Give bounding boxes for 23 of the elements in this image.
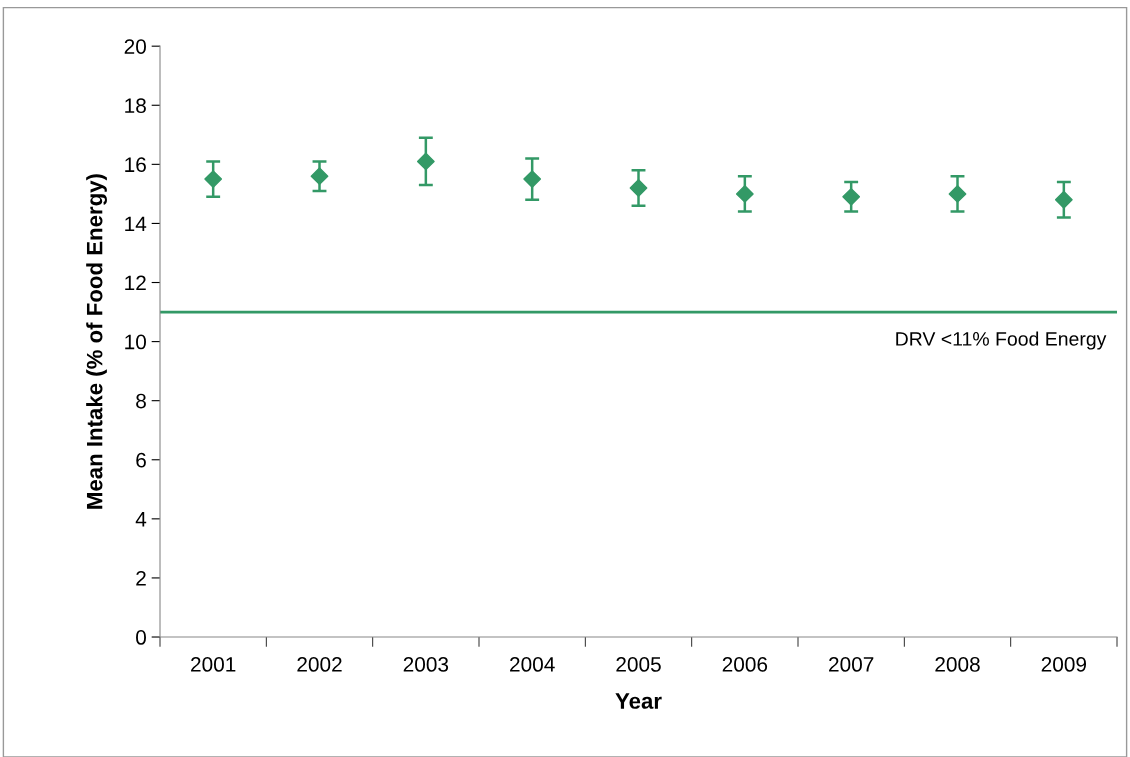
ref-line-label: DRV <11% Food Energy bbox=[896, 331, 1107, 350]
y-tick-label: 12 bbox=[125, 275, 146, 291]
x-tick-label: 2009 bbox=[1041, 657, 1087, 672]
x-tick-label: 2005 bbox=[616, 657, 661, 672]
y-tick-label: 0 bbox=[136, 630, 146, 645]
y-tick-label: 14 bbox=[125, 216, 147, 231]
y-tick-label: 16 bbox=[125, 157, 146, 173]
y-tick-label: 18 bbox=[125, 98, 146, 114]
x-tick-label: 2004 bbox=[510, 657, 555, 672]
x-axis-title: Year bbox=[615, 693, 662, 709]
y-tick-label: 6 bbox=[136, 452, 146, 468]
x-tick-label: 2008 bbox=[935, 657, 980, 672]
y-tick-label: 2 bbox=[136, 570, 146, 586]
x-tick-label: 2006 bbox=[722, 657, 768, 672]
x-tick-label: 2003 bbox=[403, 657, 449, 672]
y-tick-label: 4 bbox=[135, 512, 147, 527]
y-tick-label: 20 bbox=[124, 39, 146, 54]
y-axis-title: Mean Intake (% of Food Energy) bbox=[86, 174, 107, 509]
x-tick-label: 2001 bbox=[191, 657, 236, 672]
x-tick-label: 2002 bbox=[297, 657, 342, 672]
x-tick-label: 2007 bbox=[829, 657, 874, 672]
y-tick-label: 8 bbox=[136, 393, 146, 409]
y-tick-label: 10 bbox=[125, 334, 146, 350]
